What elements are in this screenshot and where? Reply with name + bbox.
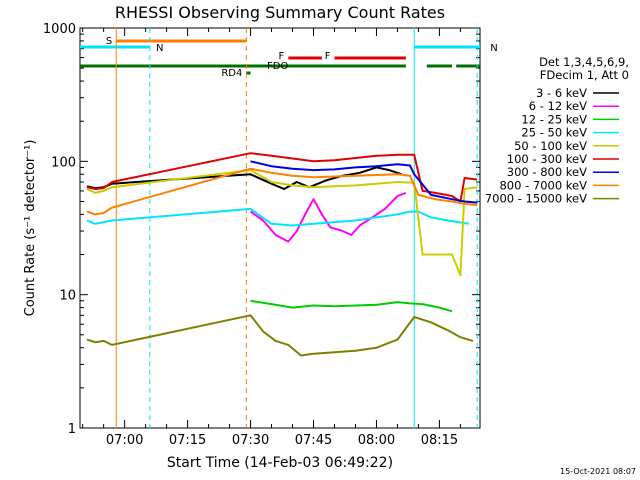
legend-entry-label: 300 - 800 keV: [507, 165, 587, 179]
series-line: [250, 160, 478, 204]
x-tick-label: 07:00: [106, 433, 143, 448]
plot-frame: [79, 27, 481, 429]
legend-entry-label: 800 - 7000 keV: [499, 178, 587, 192]
segment-label: F: [325, 51, 331, 62]
segment-label: F: [279, 51, 285, 62]
series-line: [86, 167, 478, 216]
legend-entry-label: 100 - 300 keV: [507, 152, 587, 166]
legend-entry-label: 6 - 12 keV: [529, 99, 587, 113]
x-tick-label: 07:15: [169, 433, 206, 448]
y-tick-label: 100: [51, 155, 76, 170]
series-layer: [86, 152, 478, 357]
y-axis: 1 10 100 1000: [43, 22, 480, 437]
series-line: [86, 152, 478, 203]
x-tick-label: 07:45: [295, 433, 332, 448]
y-axis-label: Count Rate (s⁻¹ detector⁻¹): [23, 140, 38, 317]
legend-entry-label: 50 - 100 keV: [514, 139, 587, 153]
x-axis: 07:00 07:15 07:30 07:45 08:00 08:15: [82, 28, 461, 448]
timestamp-label: 15-Oct-2021 08:07: [560, 467, 636, 476]
series-line: [86, 207, 469, 227]
legend-header: Det 1,3,4,5,6,9,: [539, 55, 629, 69]
legend-entry-label: 3 - 6 keV: [536, 86, 587, 100]
y-tick-label: 1000: [43, 22, 76, 37]
legend-entry-label: 7000 - 15000 keV: [485, 192, 587, 206]
legend-entry-label: 25 - 50 keV: [521, 126, 587, 140]
segment-label: FDO: [267, 61, 288, 72]
legend-entry-label: 12 - 25 keV: [521, 112, 587, 126]
x-tick-label: 07:30: [232, 433, 269, 448]
y-tick-label: 1: [68, 422, 76, 437]
legend-header: FDecim 1, Att 0: [540, 68, 629, 82]
segment-label: S: [106, 36, 112, 47]
x-tick-label: 08:00: [358, 433, 395, 448]
chart-title: RHESSI Observing Summary Count Rates: [115, 3, 445, 22]
segment-label: N: [156, 43, 163, 54]
series-line: [249, 191, 407, 243]
x-tick-label: 08:15: [421, 433, 458, 448]
series-line: [250, 299, 453, 313]
event-vertical-lines: [115, 28, 478, 428]
legend: Det 1,3,4,5,6,9,FDecim 1, Att 0 3 - 6 keV…: [485, 55, 629, 206]
segment-label: RD4: [221, 68, 242, 79]
series-line: [86, 169, 478, 277]
segment-label: N: [490, 43, 497, 54]
y-tick-label: 10: [59, 289, 76, 304]
series-line: [86, 314, 474, 357]
x-axis-label: Start Time (14-Feb-03 06:49:22): [167, 455, 393, 471]
